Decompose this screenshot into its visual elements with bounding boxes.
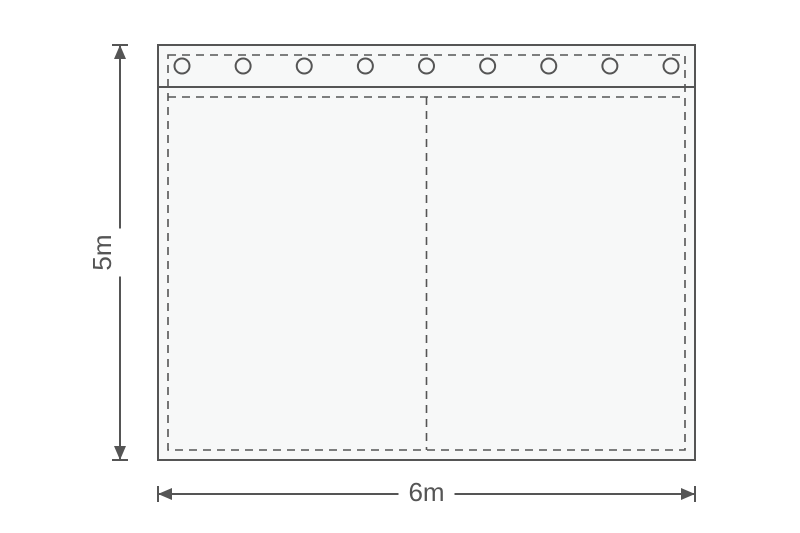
eyelet-icon [664,59,679,74]
eyelet-icon [358,59,373,74]
tarp-dimension-diagram: 6m 5m [0,0,800,533]
tarp-panel [158,45,695,460]
eyelet-icon [480,59,495,74]
eyelet-icon [175,59,190,74]
eyelet-icon [297,59,312,74]
eyelet-icon [419,59,434,74]
width-dimension: 6m [158,477,695,507]
width-label: 6m [408,477,444,507]
eyelet-icon [236,59,251,74]
height-label: 5m [87,234,117,270]
height-dimension: 5m [87,45,128,460]
eyelet-icon [602,59,617,74]
eyelet-icon [541,59,556,74]
